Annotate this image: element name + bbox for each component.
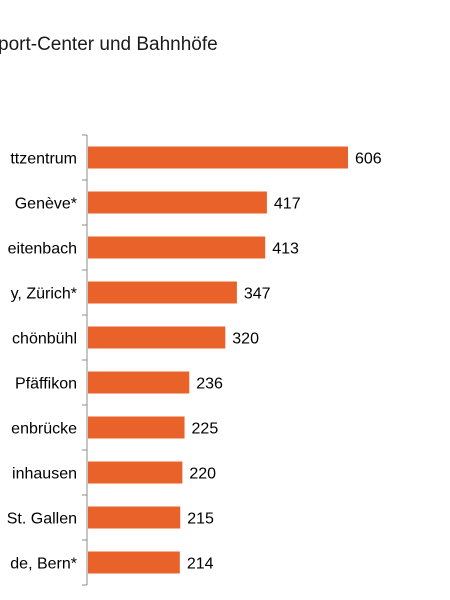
category-label: de, Bern* xyxy=(10,556,77,573)
bar xyxy=(88,281,237,304)
bar xyxy=(88,461,183,484)
category-label: Genève* xyxy=(15,196,77,213)
bars-group xyxy=(88,146,348,574)
value-label: 606 xyxy=(355,151,382,168)
bar xyxy=(88,326,226,349)
value-label: 236 xyxy=(196,376,223,393)
bar xyxy=(88,371,190,394)
category-label: y, Zürich* xyxy=(11,286,77,303)
bar xyxy=(88,506,181,529)
bar xyxy=(88,146,348,169)
value-label: 220 xyxy=(189,466,216,483)
chart-title: port-Center und Bahnhöfe xyxy=(0,34,218,55)
value-label: 320 xyxy=(232,331,259,348)
value-label: 417 xyxy=(274,196,301,213)
bar xyxy=(88,191,267,214)
category-label: ttzentrum xyxy=(10,151,77,168)
category-label: eitenbach xyxy=(8,241,77,258)
value-label: 214 xyxy=(187,556,214,573)
value-label: 347 xyxy=(244,286,271,303)
category-label: inhausen xyxy=(12,466,77,483)
category-label: St. Gallen xyxy=(7,511,77,528)
category-label: enbrücke xyxy=(11,421,77,438)
axis-group xyxy=(82,134,88,586)
category-label: chönbühl xyxy=(12,331,77,348)
category-label: Pfäffikon xyxy=(15,376,77,393)
value-label: 215 xyxy=(187,511,214,528)
bar xyxy=(88,416,185,439)
value-label: 413 xyxy=(272,241,299,258)
bar xyxy=(88,551,180,574)
value-label: 225 xyxy=(192,421,219,438)
labels-group: ttzentrum 606 Genève* 417 eitenbach 413 y, Zür… xyxy=(7,151,382,573)
bar xyxy=(88,236,266,259)
